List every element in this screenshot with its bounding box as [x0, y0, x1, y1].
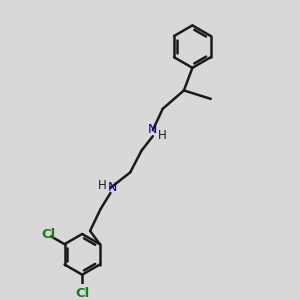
Text: N: N: [148, 124, 158, 136]
Text: H: H: [158, 129, 166, 142]
Text: Cl: Cl: [42, 228, 56, 241]
Text: Cl: Cl: [75, 287, 89, 300]
Text: H: H: [98, 178, 106, 192]
Text: N: N: [108, 182, 117, 194]
